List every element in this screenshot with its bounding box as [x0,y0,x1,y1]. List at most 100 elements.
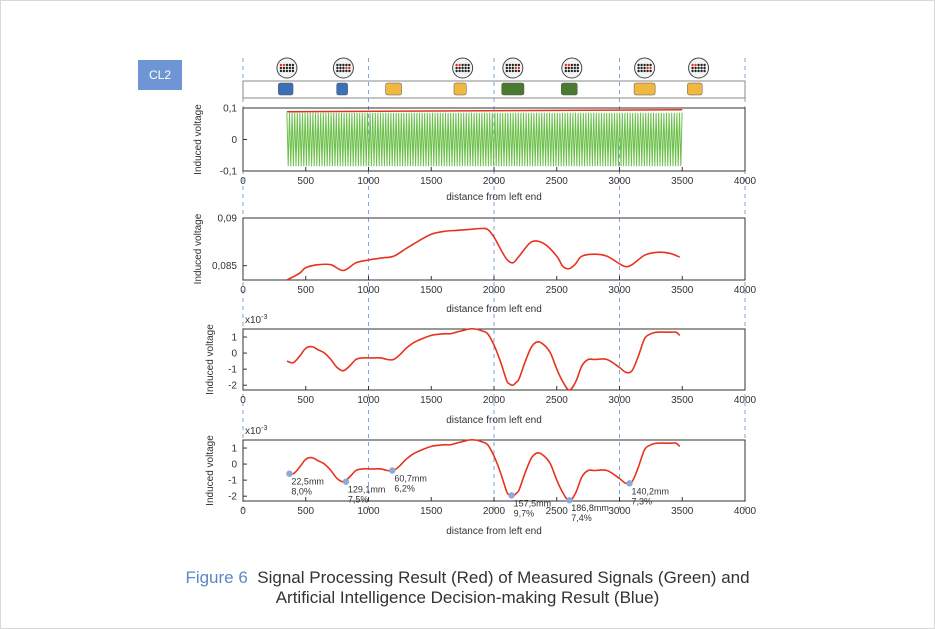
x-tick-label: 1000 [357,506,380,517]
x-axis-label: distance from left end [446,304,542,315]
x-tick-label: 2000 [483,506,506,517]
x-tick-label: 500 [297,395,314,406]
x-tick-label: 500 [297,285,314,296]
x-tick-label: 500 [297,176,314,187]
y-axis-label: Induced voltage [193,104,204,175]
y-scale-label: x10-3 [245,314,267,326]
x-tick-label: 0 [240,506,246,517]
y-tick-label: -2 [228,492,237,503]
cross-section-icon-3 [502,57,524,79]
caption-line-1: Signal Processing Result (Red) of Measur… [257,568,750,587]
x-tick-label: 3000 [608,176,631,187]
processed-signal-curve [286,227,681,281]
cross-section-icon-5 [634,57,656,79]
x-tick-label: 3000 [608,395,631,406]
x-tick-label: 2500 [546,285,569,296]
x-tick-label: 3500 [671,176,694,187]
x-tick-label: 1000 [357,285,380,296]
x-tick-label: 500 [297,506,314,517]
chart-1: 0 500 1000 1500 2000 2500 3000 3500 40000,10-0,1… [193,104,757,204]
x-tick-label: 1500 [420,506,443,517]
defect-size-label: 22,5mm [291,477,324,487]
defect-marker-7 [687,82,703,96]
x-tick-label: 3500 [671,506,694,517]
defect-percent-label: 7,3% [632,496,653,506]
y-tick-label: 1 [231,444,237,455]
chart-2: 0 500 1000 1500 2000 2500 3000 3500 4000 0,09 0,08… [193,213,757,315]
defect-percent-label: 7,4% [571,513,592,523]
x-tick-label: 2000 [483,285,506,296]
cross-section-icon-1 [332,57,354,79]
defect-size-label: 140,2mm [632,486,670,496]
measured-signal-green [286,112,683,167]
x-tick-label: 4000 [734,285,757,296]
y-tick-label: 1 [231,333,237,344]
processed-signal-curve [286,438,681,502]
defect-percent-label: 7,5% [348,495,369,505]
x-axis-label: distance from left end [446,526,542,537]
processed-signal-red [286,109,683,113]
x-tick-label: 1500 [420,395,443,406]
x-tick-label: 2500 [546,395,569,406]
chart-4: 0 500 1000 1500 2000 2500 3000 3500 4000 1 0 -1 -2 di… [205,425,757,537]
ai-defect-point-3 [508,492,515,499]
x-tick-label: 0 [240,285,246,296]
marker-bar [242,80,746,99]
x-tick-label: 1500 [420,176,443,187]
y-tick-label: 0 [231,135,237,146]
y-scale-exponent: -3 [261,425,267,432]
x-tick-label: 2500 [546,506,569,517]
defect-percent-label: 8,0% [291,487,312,497]
y-tick-label: -1 [228,476,237,487]
ai-defect-point-0 [286,470,293,477]
ai-defect-point-2 [389,467,396,474]
figure-number: Figure 6 [185,568,248,587]
defect-marker-5 [561,82,578,96]
defect-percent-label: 9,7% [514,508,535,518]
cross-section-icon-2 [452,57,474,79]
cross-section-icon-4 [561,57,583,79]
y-tick-label: 0,085 [212,261,237,272]
defect-marker-6 [633,82,656,96]
x-tick-label: 2000 [483,395,506,406]
x-tick-label: 3500 [671,285,694,296]
figure-caption: Figure 6 Signal Processing Result (Red) … [0,568,935,608]
chart-3: 0 500 1000 1500 2000 2500 3000 3500 4000 1 0 -1 -2 di… [205,314,757,426]
y-axis-label: Induced voltage [193,213,204,284]
ai-defect-point-5 [626,480,633,487]
x-tick-label: 3000 [608,285,631,296]
y-axis-label: Induced voltage [205,324,216,395]
y-tick-label: -0,1 [220,167,238,178]
y-tick-label: -1 [228,365,237,376]
x-tick-label: 0 [240,176,246,187]
defect-marker-1 [336,82,348,96]
ai-defect-point-1 [342,478,350,485]
x-tick-label: 4000 [734,506,757,517]
cl2-badge: CL2 [138,60,182,90]
defect-marker-2 [385,82,402,96]
x-tick-label: 1000 [357,176,380,187]
defect-size-label: 186,8mm [571,503,609,513]
x-tick-label: 4000 [734,395,757,406]
y-tick-label: 0,09 [218,214,238,225]
cross-section-icon-0 [276,57,298,79]
defect-percent-label: 6,2% [394,484,415,494]
x-tick-label: 2500 [546,176,569,187]
defect-size-label: 60,7mm [394,474,427,484]
x-tick-label: 3500 [671,395,694,406]
y-tick-label: 0 [231,460,237,471]
defect-marker-3 [453,82,467,96]
x-tick-label: 1500 [420,285,443,296]
y-tick-label: 0 [231,349,237,360]
y-scale-exponent: -3 [261,314,267,321]
x-tick-label: 4000 [734,176,757,187]
y-tick-label: -2 [228,381,237,392]
caption-line-2: Artificial Intelligence Decision-making … [275,588,660,607]
x-axis-label: distance from left end [446,192,542,203]
x-tick-label: 1000 [357,395,380,406]
defect-marker-4 [501,82,525,96]
cross-section-icon-6 [688,57,710,79]
x-axis-label: distance from left end [446,415,542,426]
